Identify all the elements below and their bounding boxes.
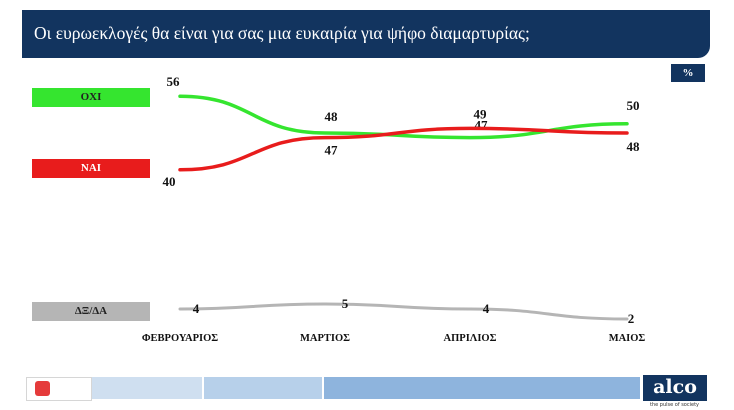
title-bar: Οι ευρωεκλογές θα είναι για σας μια ευκα… — [22, 10, 710, 58]
alco-logo-text: alco — [653, 376, 697, 398]
data-label: 4 — [483, 301, 490, 316]
series-line-yes — [178, 126, 629, 172]
data-label: 49 — [474, 106, 488, 121]
data-label: 47 — [325, 143, 339, 158]
data-label: 4 — [193, 301, 200, 316]
data-label: 56 — [167, 74, 181, 89]
data-label: 5 — [342, 296, 349, 311]
legend-yes: ΝΑΙ — [32, 159, 150, 178]
alco-tagline: the pulse of society — [650, 402, 700, 408]
x-tick-label: ΜΑΙΟΣ — [609, 333, 646, 344]
footer-bar-2 — [204, 377, 322, 399]
brand-mark-icon — [35, 381, 50, 396]
data-label: 2 — [628, 311, 635, 326]
data-label: 50 — [627, 98, 640, 113]
data-label: 48 — [627, 139, 641, 154]
x-tick-label: ΑΠΡΙΛΙΟΣ — [444, 333, 497, 344]
series-line-dont-know — [178, 302, 629, 321]
x-tick-label: ΦΕΒΡΟΥΑΡΙΟΣ — [142, 333, 218, 344]
chart-title: Οι ευρωεκλογές θα είναι για σας μια ευκα… — [34, 23, 530, 43]
footer-bar-3 — [324, 377, 640, 399]
footer-bar-1 — [92, 377, 202, 399]
left-logo — [26, 377, 92, 401]
data-label: 48 — [325, 109, 339, 124]
x-tick-label: ΜΑΡΤΙΟΣ — [300, 333, 350, 344]
data-label: 40 — [163, 174, 176, 189]
legend-dont-know: ΔΞ/ΔΑ — [32, 302, 150, 321]
legend-no: ΟΧΙ — [32, 88, 150, 107]
alco-logo: alco — [643, 375, 707, 401]
unit-badge: % — [671, 64, 705, 82]
